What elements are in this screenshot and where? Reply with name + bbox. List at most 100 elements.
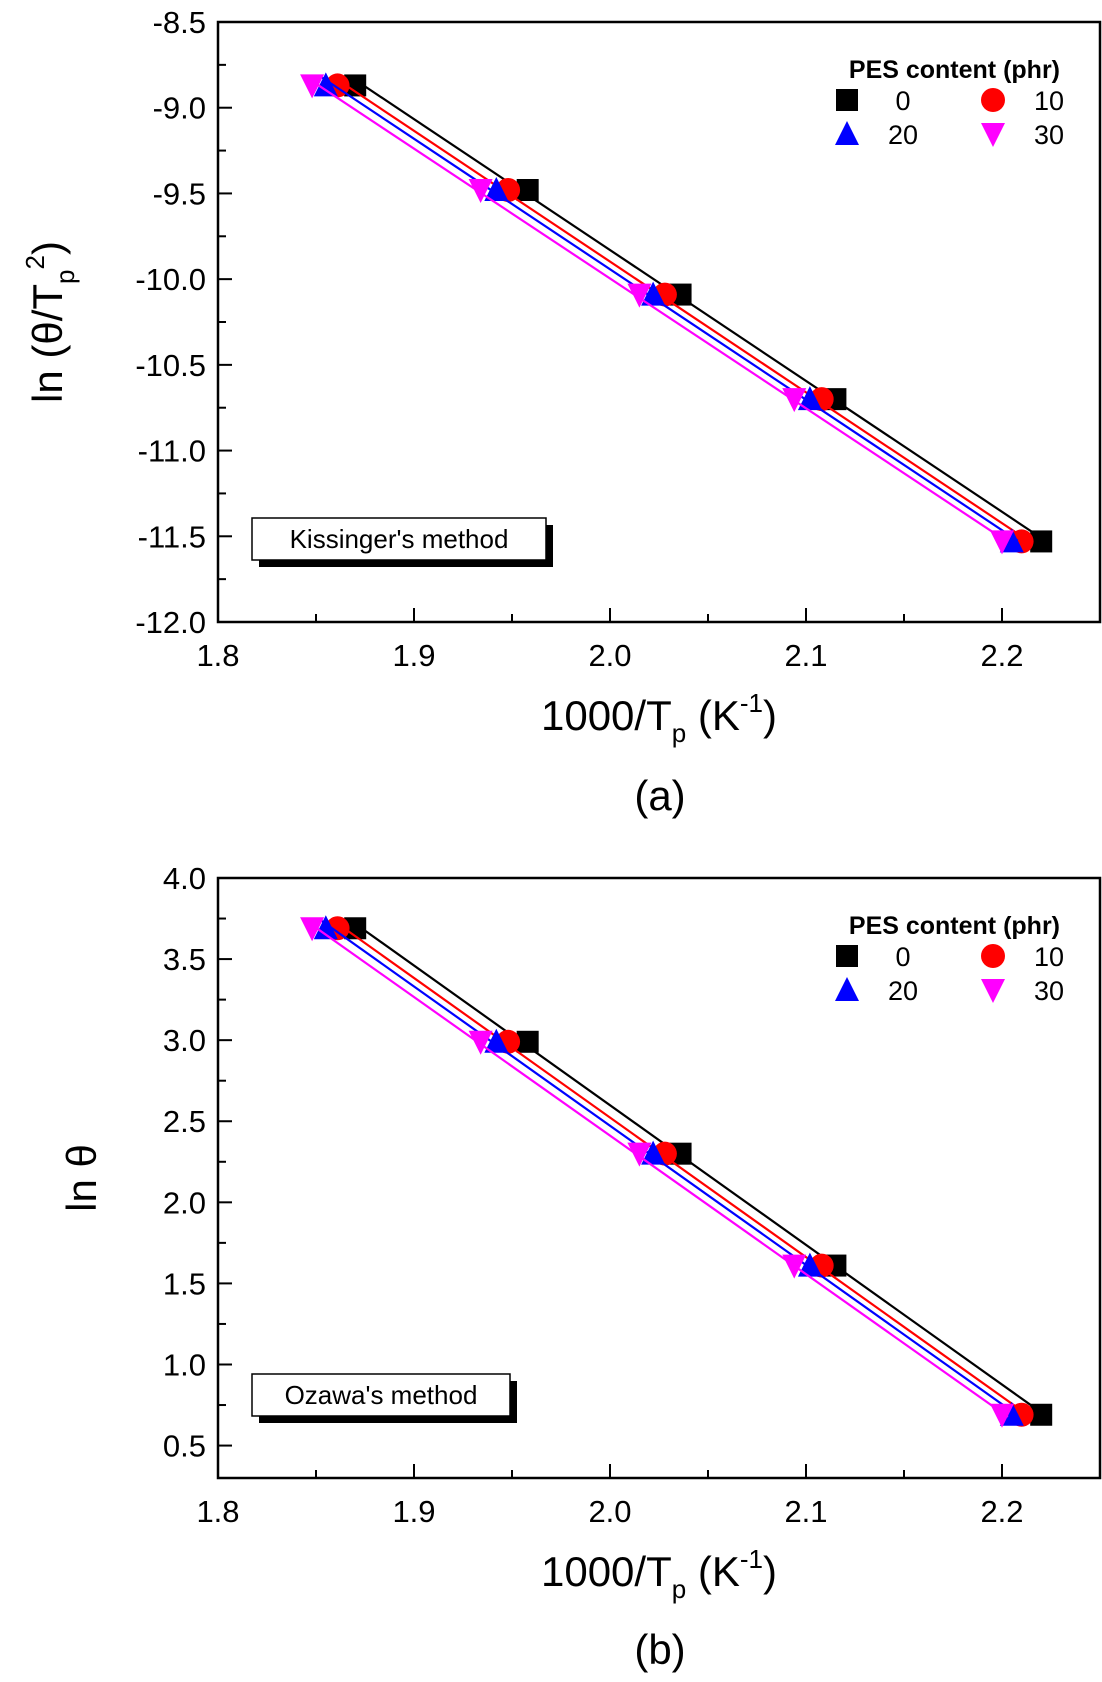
data-point-triangle-down: [981, 979, 1005, 1003]
y-axis-label: ln θ: [58, 1144, 105, 1212]
x-axis-label-sup: -1: [740, 688, 763, 718]
y-axis-label-sub: p: [50, 269, 80, 283]
legend-item-30: 30: [981, 120, 1064, 150]
y-tick-label: -9.5: [153, 176, 206, 211]
data-point-triangle-down: [468, 179, 493, 203]
legend-label: 0: [895, 86, 910, 116]
data-point-square: [836, 89, 858, 111]
data-point-square: [344, 74, 367, 97]
fit-line: [305, 919, 1009, 1418]
data-point-triangle-up: [641, 281, 666, 306]
y-tick-label: 1.5: [163, 1266, 206, 1301]
method-box-label: Kissinger's method: [290, 524, 509, 554]
series-0: [344, 74, 1053, 553]
method-box-frame: [251, 1373, 511, 1417]
legend-label: 0: [895, 942, 910, 972]
y-tick-label: -9.0: [153, 91, 206, 126]
data-point-square: [516, 179, 539, 201]
series-10: [325, 73, 1034, 554]
series-20: [313, 915, 1024, 1426]
panel-label: (b): [634, 1626, 685, 1673]
legend: PES content (phr)0 10 20 30: [835, 912, 1064, 1006]
x-axis-label-sup: -1: [740, 1544, 763, 1574]
y-tick-label: -11.0: [138, 434, 206, 469]
x-axis-label: 1000/Tp (K-1): [541, 688, 777, 748]
legend: PES content (phr)0 10 20 30: [835, 56, 1064, 150]
fit-line: [331, 74, 1029, 542]
y-tick-label: 4.0: [163, 861, 206, 896]
fit-line: [319, 918, 1019, 1417]
legend-item-20: 20: [835, 976, 918, 1006]
x-tick-label: 1.9: [392, 638, 435, 673]
legend-item-30: 30: [981, 976, 1064, 1006]
chart-panel-2: 1.8 1.9 2.0 2.1 2.2 0.5 1.0 1.5 2.0 2.5 3.0 3.5 4.0 1…: [58, 861, 1102, 1673]
x-axis-label-sub: p: [672, 1574, 686, 1604]
fit-line: [348, 75, 1048, 543]
series-10: [325, 916, 1034, 1427]
data-point-triangle-down: [990, 1403, 1014, 1428]
x-tick-label: 2.1: [784, 638, 827, 673]
x-axis-label: 1000/Tp (K-1): [541, 1544, 777, 1604]
legend-title: PES content (phr): [849, 912, 1060, 940]
data-point-triangle-up: [797, 386, 822, 411]
x-axis-label-close: ): [763, 692, 777, 739]
data-point-triangle-down: [468, 1030, 493, 1055]
legend-item-0: 0: [836, 86, 911, 116]
y-tick-label: 0.5: [163, 1429, 206, 1464]
x-axis-label-main: 1000/T: [541, 1548, 672, 1595]
series-0: [344, 917, 1053, 1426]
data-point-triangle-down: [300, 917, 325, 942]
data-point-triangle-up: [835, 977, 859, 1001]
data-point-square: [344, 917, 367, 940]
legend-label: 30: [1034, 120, 1064, 150]
x-axis-label-close: ): [763, 1548, 777, 1595]
y-tick-label: 2.5: [163, 1104, 206, 1139]
legend-label: 10: [1034, 86, 1064, 116]
legend-item-0: 0: [836, 942, 911, 972]
x-tick-label: 2.1: [784, 1494, 827, 1529]
y-tick-label: 3.5: [163, 942, 206, 977]
x-tick-label: 1.8: [196, 1494, 239, 1529]
data-point-triangle-up: [641, 1140, 666, 1165]
data-point-triangle-down: [627, 283, 652, 308]
y-tick-label: -10.5: [135, 348, 206, 383]
method-box-label: Ozawa's method: [285, 1380, 478, 1410]
data-point-square: [836, 945, 858, 967]
fit-line: [305, 76, 1009, 543]
legend-item-10: 10: [981, 942, 1064, 972]
legend-title: PES content (phr): [849, 56, 1060, 84]
y-axis-label-sup: 2: [20, 255, 50, 269]
fit-line: [319, 75, 1019, 542]
x-tick-label: 1.9: [392, 1494, 435, 1529]
x-axis-label-open: (K: [686, 692, 740, 739]
method-box-frame: [251, 517, 547, 561]
y-tick-label: -11.5: [138, 519, 206, 554]
y-axis-label: ln (θ/Tp2): [20, 241, 80, 403]
y-tick-label: 3.0: [163, 1023, 206, 1058]
legend-label: 20: [888, 120, 918, 150]
y-tick-label: -12.0: [135, 605, 206, 640]
method-box: Ozawa's method: [251, 1373, 517, 1423]
data-point-triangle-up: [484, 1028, 509, 1053]
data-point-square: [1030, 530, 1053, 553]
data-point-triangle-down: [627, 1142, 652, 1167]
data-point-triangle-up: [313, 72, 338, 97]
y-axis-label-main: ln (θ/T: [24, 284, 71, 403]
chart-panel-1: 1.8 1.9 2.0 2.1 2.2 -12.0 -11.5 -11.0 -10.5 -10.0…: [20, 5, 1102, 819]
data-point-triangle-down: [782, 1254, 807, 1279]
data-point-triangle-up: [797, 1252, 822, 1277]
legend-label: 20: [888, 976, 918, 1006]
x-axis-label-main: 1000/T: [541, 692, 672, 739]
data-point-triangle-up: [484, 177, 509, 201]
x-tick-label: 1.8: [196, 638, 239, 673]
x-tick-label: 2.2: [980, 1494, 1023, 1529]
legend-label: 10: [1034, 942, 1064, 972]
fit-line: [331, 918, 1029, 1416]
x-axis-label-sub: p: [672, 718, 686, 748]
x-axis-label-open: (K: [686, 1548, 740, 1595]
y-tick-label: 2.0: [163, 1185, 206, 1220]
x-tick-label: 2.0: [588, 638, 631, 673]
x-tick-label: 2.0: [588, 1494, 631, 1529]
data-point-triangle-down: [990, 530, 1014, 555]
